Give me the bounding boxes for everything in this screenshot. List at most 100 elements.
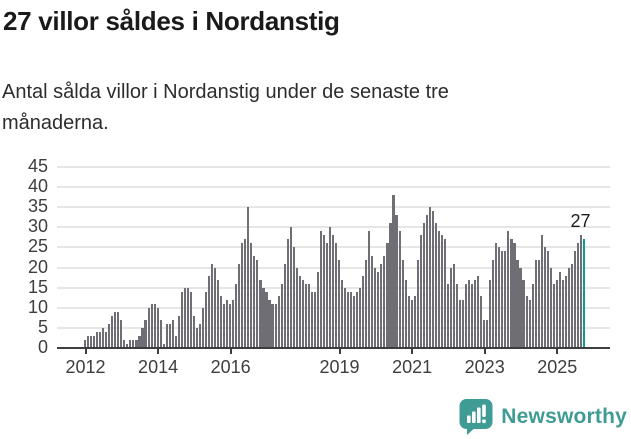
bar bbox=[446, 283, 449, 348]
y-axis-label: 30 bbox=[27, 216, 48, 237]
bar bbox=[223, 303, 226, 348]
bar bbox=[567, 267, 570, 348]
bar bbox=[126, 343, 129, 348]
bar bbox=[186, 287, 189, 348]
bar bbox=[492, 259, 495, 348]
bar bbox=[319, 231, 322, 348]
bar bbox=[374, 267, 377, 348]
bar bbox=[510, 239, 513, 348]
bar bbox=[335, 243, 338, 348]
bar bbox=[174, 335, 177, 348]
bar bbox=[117, 311, 120, 348]
bar bbox=[277, 295, 280, 348]
bar bbox=[108, 323, 111, 348]
bar bbox=[226, 299, 229, 348]
bar bbox=[368, 231, 371, 348]
bar bbox=[217, 279, 220, 348]
bar bbox=[434, 223, 437, 348]
bar bbox=[207, 275, 211, 348]
bar bbox=[489, 279, 492, 348]
bar bbox=[138, 335, 141, 348]
bar bbox=[416, 259, 419, 348]
bar bbox=[455, 283, 459, 348]
bar bbox=[99, 331, 102, 348]
bar bbox=[558, 271, 561, 348]
bar bbox=[162, 343, 165, 348]
gridline bbox=[57, 226, 610, 229]
bar bbox=[443, 239, 446, 348]
bar bbox=[241, 243, 244, 348]
bar bbox=[301, 279, 304, 348]
bar bbox=[486, 319, 489, 348]
bar bbox=[395, 215, 398, 348]
bar bbox=[350, 291, 353, 348]
bar bbox=[274, 303, 277, 348]
bar bbox=[180, 291, 183, 348]
bar bbox=[362, 275, 365, 348]
bar bbox=[256, 259, 259, 348]
bar bbox=[462, 299, 465, 348]
gridline bbox=[57, 166, 610, 168]
bar bbox=[389, 223, 392, 348]
bar bbox=[425, 215, 428, 348]
x-axis-tick bbox=[84, 348, 87, 354]
bar bbox=[132, 339, 135, 348]
bar bbox=[522, 279, 525, 348]
gridline bbox=[57, 186, 610, 189]
y-axis-label: 10 bbox=[27, 296, 48, 317]
bar bbox=[232, 299, 235, 348]
bar bbox=[307, 283, 310, 348]
bar-series bbox=[84, 167, 586, 348]
bar bbox=[422, 223, 425, 348]
y-axis-label: 25 bbox=[27, 236, 48, 257]
x-axis-line bbox=[57, 347, 610, 349]
x-axis-tick bbox=[483, 348, 486, 354]
bar bbox=[177, 315, 180, 348]
bar bbox=[495, 243, 498, 348]
y-axis-label: 40 bbox=[27, 176, 48, 197]
bar bbox=[468, 279, 471, 348]
bar bbox=[383, 255, 386, 348]
bar bbox=[244, 239, 247, 348]
bar bbox=[392, 195, 395, 348]
bar bbox=[525, 295, 528, 348]
y-axis-label: 5 bbox=[37, 316, 48, 337]
highlighted-bar bbox=[582, 239, 586, 348]
bar bbox=[331, 235, 335, 348]
bar bbox=[413, 295, 416, 348]
bar bbox=[280, 283, 283, 348]
bar bbox=[229, 303, 232, 348]
bar bbox=[359, 287, 362, 348]
bar bbox=[341, 279, 344, 348]
bar bbox=[419, 235, 422, 348]
bar bbox=[386, 243, 389, 348]
bar bbox=[449, 267, 453, 348]
bar bbox=[338, 259, 341, 348]
bar bbox=[204, 291, 208, 348]
x-axis-tick bbox=[338, 348, 341, 354]
bar bbox=[211, 263, 214, 348]
bar bbox=[195, 327, 198, 348]
x-axis-label: 2016 bbox=[210, 357, 251, 377]
bar bbox=[325, 243, 329, 348]
bar bbox=[534, 259, 537, 348]
bar bbox=[96, 331, 99, 348]
bar bbox=[322, 235, 325, 348]
bar bbox=[570, 263, 573, 348]
bar bbox=[168, 323, 171, 348]
bar bbox=[189, 291, 192, 348]
bar bbox=[135, 339, 138, 348]
bar bbox=[165, 323, 168, 348]
bar bbox=[235, 283, 238, 348]
bar bbox=[576, 243, 580, 348]
bar bbox=[283, 263, 286, 348]
bar bbox=[407, 295, 410, 348]
newsworthy-logo[interactable]: Newsworthy bbox=[459, 398, 627, 435]
bar bbox=[452, 263, 456, 348]
x-axis-label: 2012 bbox=[65, 357, 106, 377]
y-axis-label: 0 bbox=[37, 337, 48, 357]
bar bbox=[347, 291, 350, 348]
bar bbox=[437, 231, 440, 348]
bar bbox=[295, 267, 298, 348]
